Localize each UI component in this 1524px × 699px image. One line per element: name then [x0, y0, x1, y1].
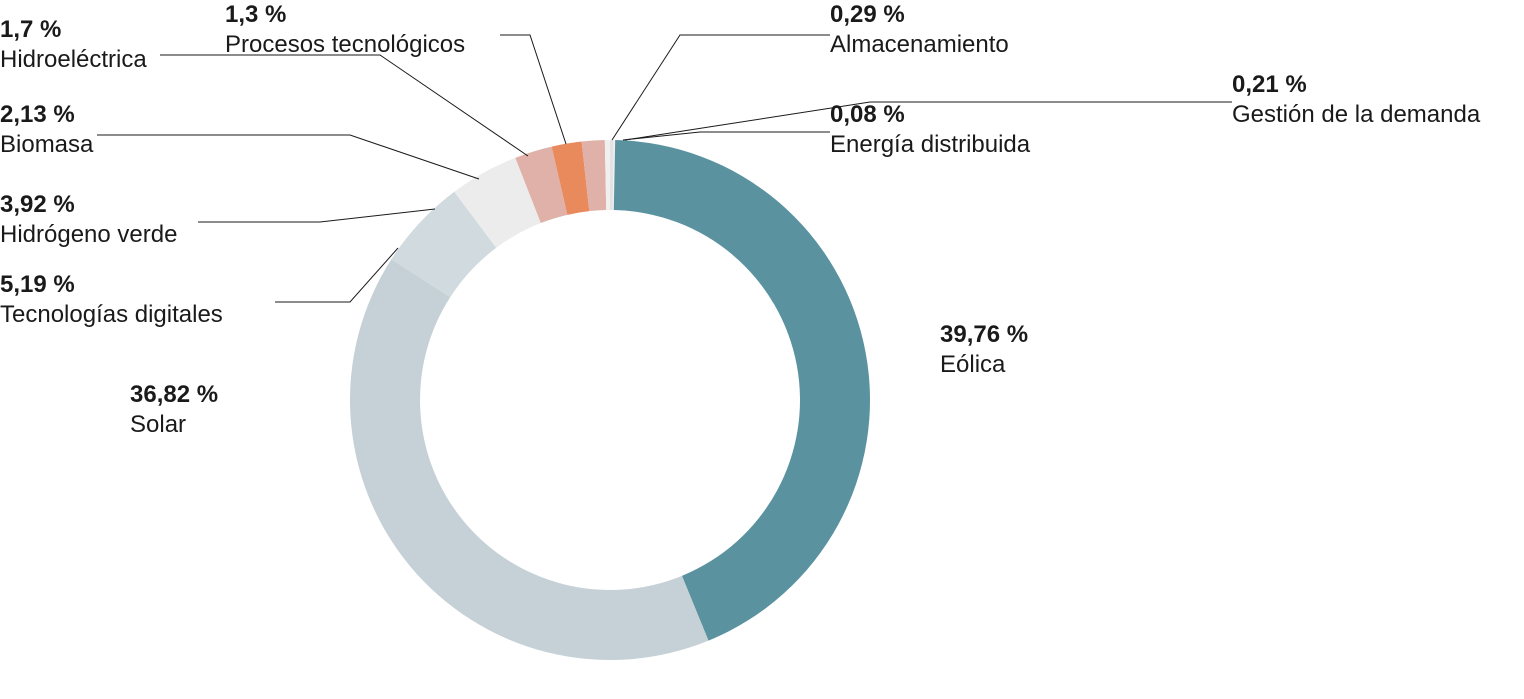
leader-hidro [160, 55, 528, 156]
label-pct-hidro: 1,7 % [0, 15, 147, 45]
label-procesos: 1,3 %Procesos tecnológicos [225, 0, 465, 60]
label-name-almacen: Almacenamiento [830, 30, 1009, 60]
label-hidro: 1,7 %Hidroeléctrica [0, 15, 147, 75]
label-name-biomasa: Biomasa [0, 130, 93, 160]
label-digitales: 5,19 %Tecnologías digitales [0, 270, 223, 330]
label-eolica: 39,76 %Eólica [940, 320, 1028, 380]
label-pct-gestion: 0,21 % [1232, 70, 1480, 100]
label-name-eolica: Eólica [940, 350, 1028, 380]
label-name-distribuida: Energía distribuida [830, 130, 1030, 160]
label-name-solar: Solar [130, 410, 218, 440]
donut-chart-stage: 0,21 %Gestión de la demanda 0,08 %Energía… [0, 0, 1524, 699]
leader-biomasa [97, 135, 479, 179]
label-hidrogeno: 3,92 %Hidrógeno verde [0, 190, 177, 250]
label-pct-solar: 36,82 % [130, 380, 218, 410]
label-pct-almacen: 0,29 % [830, 0, 1009, 30]
label-distribuida: 0,08 %Energía distribuida [830, 100, 1030, 160]
label-name-digitales: Tecnologías digitales [0, 300, 223, 330]
leader-almacen [612, 35, 830, 140]
slice-solar [350, 259, 708, 660]
leader-hidrogeno [198, 209, 435, 222]
slice-eolica [614, 140, 870, 641]
leader-procesos [500, 35, 566, 144]
label-pct-procesos: 1,3 % [225, 0, 465, 30]
label-name-procesos: Procesos tecnológicos [225, 30, 465, 60]
label-pct-biomasa: 2,13 % [0, 100, 93, 130]
label-almacen: 0,29 %Almacenamiento [830, 0, 1009, 60]
label-pct-digitales: 5,19 % [0, 270, 223, 300]
label-pct-eolica: 39,76 % [940, 320, 1028, 350]
label-gestion: 0,21 %Gestión de la demanda [1232, 70, 1480, 130]
label-name-gestion: Gestión de la demanda [1232, 100, 1480, 130]
label-solar: 36,82 %Solar [130, 380, 218, 440]
label-name-hidrogeno: Hidrógeno verde [0, 220, 177, 250]
donut-slices [350, 140, 870, 660]
label-pct-hidrogeno: 3,92 % [0, 190, 177, 220]
label-biomasa: 2,13 %Biomasa [0, 100, 93, 160]
label-pct-distribuida: 0,08 % [830, 100, 1030, 130]
label-name-hidro: Hidroeléctrica [0, 45, 147, 75]
